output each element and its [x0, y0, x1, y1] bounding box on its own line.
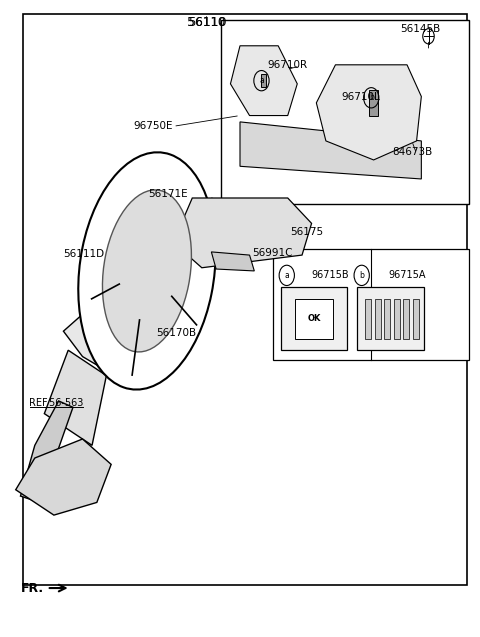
Text: a: a	[259, 76, 264, 85]
Bar	[394, 299, 400, 339]
Polygon shape	[316, 65, 421, 160]
Bar	[221, 20, 469, 204]
Text: 56171E: 56171E	[149, 189, 188, 199]
Polygon shape	[63, 306, 154, 382]
Bar	[274, 248, 469, 360]
Text: 56991C: 56991C	[252, 248, 292, 258]
Polygon shape	[21, 401, 73, 503]
Polygon shape	[240, 122, 421, 179]
Text: 96715A: 96715A	[388, 270, 425, 280]
Bar	[374, 299, 381, 339]
Text: b: b	[359, 271, 364, 280]
Bar	[281, 287, 348, 350]
Polygon shape	[262, 75, 266, 87]
Text: 84673B: 84673B	[393, 147, 433, 157]
Text: 56110: 56110	[187, 16, 227, 29]
Text: 56170B: 56170B	[156, 328, 197, 338]
Polygon shape	[16, 439, 111, 515]
Text: 56145B: 56145B	[400, 24, 441, 34]
Bar	[365, 299, 371, 339]
Text: 56110: 56110	[188, 16, 225, 29]
Bar	[403, 299, 409, 339]
Text: 56175: 56175	[290, 227, 324, 236]
Polygon shape	[211, 252, 254, 271]
Text: a: a	[284, 271, 289, 280]
Text: 56111D: 56111D	[63, 249, 104, 259]
Ellipse shape	[102, 190, 192, 352]
Text: 96710L: 96710L	[341, 92, 380, 102]
Text: 96715B: 96715B	[312, 270, 349, 280]
Text: REF.56-563: REF.56-563	[29, 398, 84, 408]
Polygon shape	[173, 198, 312, 268]
Text: OK: OK	[307, 314, 321, 323]
Bar	[295, 299, 333, 339]
Bar	[413, 299, 419, 339]
Bar	[384, 299, 390, 339]
Text: FR.: FR.	[21, 582, 44, 594]
Text: 96710R: 96710R	[268, 60, 308, 70]
Bar	[357, 287, 424, 350]
Text: b: b	[369, 93, 373, 103]
Polygon shape	[369, 90, 378, 115]
Text: 96750E: 96750E	[133, 121, 173, 131]
Ellipse shape	[78, 152, 216, 390]
Polygon shape	[230, 46, 297, 115]
Polygon shape	[44, 350, 107, 445]
